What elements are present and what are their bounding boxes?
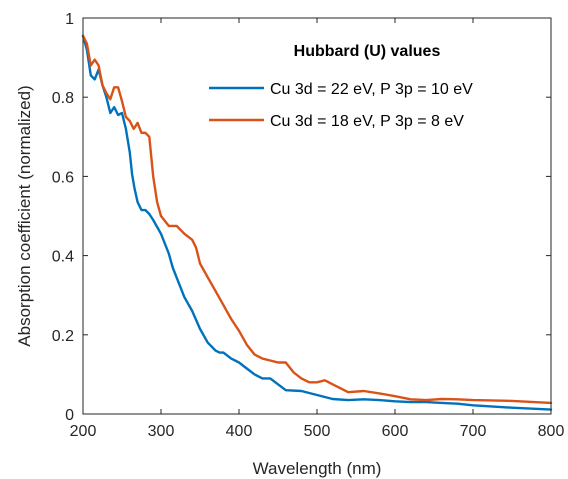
series-line-2 [81,34,553,405]
legend-label-series-2: Cu 3d = 18 eV, P 3p = 8 eV [270,113,464,130]
x-tick-label: 300 [148,423,175,440]
x-tick-label: 600 [382,423,409,440]
y-tick-label: 0 [65,407,74,424]
x-tick-labels: 200 300 400 500 600 700 800 [70,423,565,440]
x-tick-label: 500 [304,423,331,440]
axes [82,17,552,415]
legend-title: Hubbard (U) values [294,43,441,60]
legend-label-series-1: Cu 3d = 22 eV, P 3p = 10 eV [270,81,473,98]
x-tick-label: 700 [460,423,487,440]
plot-area [83,18,551,414]
series-lines [81,34,553,411]
y-tick-label: 0.4 [52,249,74,266]
y-axis-title: Absorption coefficient (normalized) [15,85,34,346]
x-tick-label: 800 [538,423,565,440]
series-line-1 [81,34,553,411]
y-tick-label: 1 [65,11,74,28]
x-tick-label: 200 [70,423,97,440]
y-tick-label: 0.2 [52,328,74,345]
y-tick-labels: 0 0.2 0.4 0.6 0.8 1 [52,11,74,424]
x-axis-title: Wavelength (nm) [253,459,382,478]
y-tick-label: 0.8 [52,90,74,107]
y-tick-label: 0.6 [52,169,74,186]
legend: Hubbard (U) values Cu 3d = 22 eV, P 3p =… [209,43,473,130]
x-tick-label: 400 [226,423,253,440]
